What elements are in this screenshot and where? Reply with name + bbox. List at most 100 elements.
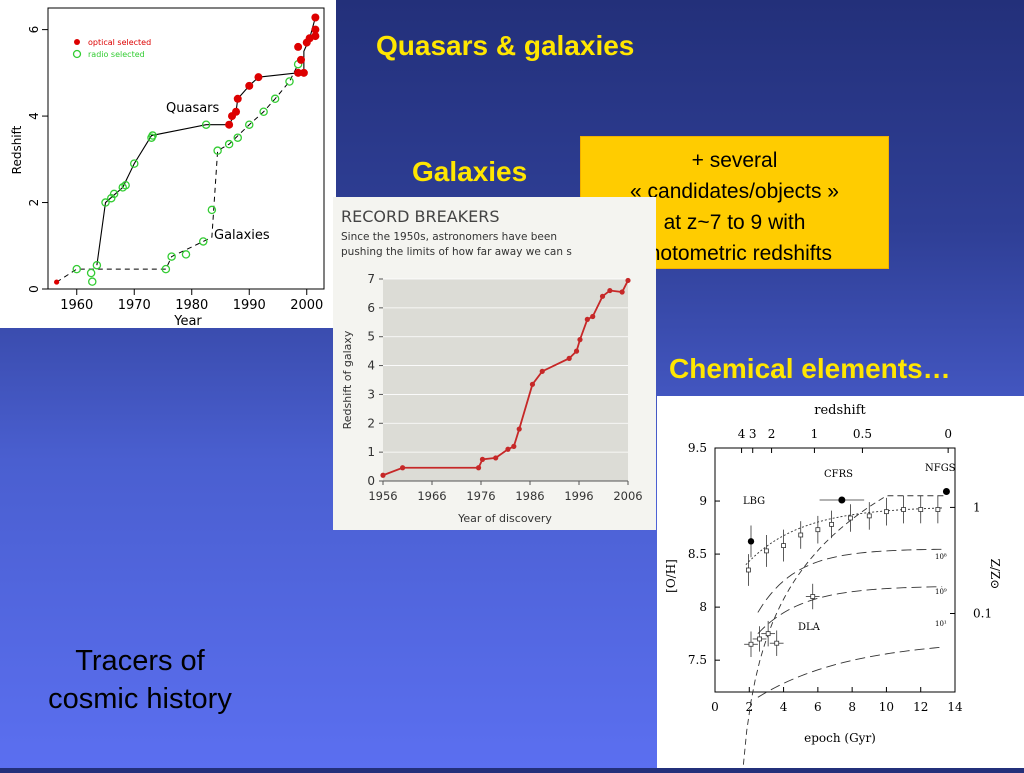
- optical-point: [294, 42, 303, 51]
- x-axis-label: Year: [173, 314, 202, 328]
- right-tick-label: 0.1: [973, 606, 992, 620]
- radio-point: [161, 264, 171, 274]
- lbg-point: [746, 567, 751, 573]
- lbg-point: [764, 548, 769, 554]
- model-curve-1e9: [757, 586, 943, 634]
- y-tick-label: 5: [367, 330, 375, 344]
- record-point: [380, 472, 386, 478]
- radio-point: [285, 77, 294, 86]
- survey-point: [848, 515, 853, 521]
- radio-point: [181, 250, 191, 259]
- record-point: [479, 456, 486, 462]
- metallicity-chart: 0 2 4 6 8 10 12 147.588.599.54 3 2 1 0.5 010.1 10⁸10…: [664, 403, 1002, 773]
- dla-point: [748, 641, 754, 647]
- plot-area: [383, 279, 628, 481]
- top-tick-label: 4: [738, 427, 746, 441]
- dla-annotation: DLA: [798, 622, 821, 633]
- radio-point: [121, 180, 130, 190]
- radio-point: [88, 277, 97, 286]
- note-line: at z~7 to 9 with: [663, 211, 806, 234]
- top-axis-label: redshift: [814, 403, 866, 418]
- galaxy-track-line: [56, 63, 299, 283]
- radio-point: [167, 252, 176, 261]
- optical-point: [311, 25, 320, 34]
- x-tick-label: 1966: [417, 489, 446, 503]
- survey-point: [815, 527, 821, 533]
- dla-point: [765, 631, 771, 637]
- record-point: [577, 337, 583, 343]
- x-tick-label: 1970: [118, 298, 151, 313]
- y-axis-label: Redshift: [10, 125, 24, 174]
- radio-point: [72, 264, 82, 274]
- radio-point: [198, 237, 208, 246]
- optical-point: [225, 120, 234, 129]
- x-tick-label: 1960: [60, 298, 93, 313]
- x-tick-label: 1956: [368, 489, 397, 503]
- record-point: [516, 426, 522, 432]
- x-tick-label: 12: [913, 700, 928, 714]
- y-tick-label: 9.5: [688, 441, 707, 455]
- record-point: [529, 381, 536, 387]
- chemical-elements-label: Chemical elements…: [669, 353, 951, 384]
- slide-title: Quasars & galaxies: [376, 30, 635, 61]
- dla-point: [774, 640, 780, 646]
- y-tick-label: 8.5: [688, 547, 707, 561]
- optical-point: [232, 107, 241, 116]
- radio-point: [224, 139, 234, 149]
- y-tick-label: 7: [367, 272, 375, 286]
- galaxies-label: Galaxies: [412, 156, 528, 187]
- lbg-point: [747, 538, 755, 545]
- y-tick-label: 3: [367, 387, 375, 401]
- radio-point: [213, 146, 222, 155]
- top-tick-label: 2: [768, 427, 776, 441]
- y-tick-label: 1: [367, 445, 375, 459]
- survey-point: [866, 513, 872, 519]
- x-axis-label: Year of discovery: [457, 512, 552, 525]
- lbg-point: [781, 543, 786, 549]
- survey-point: [829, 521, 834, 527]
- y-axis-label: Redshift of galaxy: [341, 330, 354, 429]
- redshift-history-panel: 1960 1970 1980 1990 2000 0 2 4 6 Redshift Year o…: [0, 0, 336, 329]
- radio-point: [259, 107, 268, 117]
- note-line: + several: [691, 149, 778, 172]
- y-tick-label: 9: [699, 494, 707, 508]
- optical-point: [245, 81, 254, 90]
- x-tick-label: 10: [879, 700, 894, 714]
- radio-point: [109, 189, 119, 199]
- top-tick-label: 1: [811, 427, 819, 441]
- dotted-model-curve: [745, 507, 944, 566]
- optical-point: [294, 68, 303, 77]
- record-breakers-panel: RECORD BREAKERS Since the 1950s, astrono…: [333, 197, 656, 530]
- optical-point: [311, 13, 320, 22]
- dla-point: [810, 594, 816, 599]
- x-tick-label: 2006: [613, 489, 642, 503]
- x-tick-label: 1986: [515, 489, 544, 503]
- model-curve-1e1: [757, 646, 943, 698]
- radio-point: [86, 268, 96, 278]
- legend-radio-label: radio selected: [88, 50, 145, 59]
- optical-point: [233, 94, 242, 103]
- record-point: [584, 316, 590, 322]
- y-tick-label: 2: [367, 416, 375, 430]
- y-tick-label: 4: [367, 359, 375, 373]
- galaxies-annotation: Galaxies: [214, 228, 270, 243]
- optical-point: [54, 279, 60, 285]
- legend-optical-marker: [74, 39, 80, 45]
- record-point: [475, 465, 482, 471]
- top-tick-label: 0: [944, 427, 952, 441]
- survey-point: [901, 507, 906, 512]
- record-point: [625, 277, 631, 284]
- radio-point: [244, 120, 254, 129]
- note-line: photometric redshifts: [637, 242, 832, 265]
- record-point: [619, 289, 625, 295]
- optical-point: [299, 68, 308, 77]
- subtitle-line: Since the 1950s, astronomers have been: [341, 231, 557, 243]
- survey-point: [884, 509, 889, 515]
- radio-point: [233, 133, 242, 142]
- legend-optical-label: optical selected: [88, 38, 151, 47]
- y-tick-label: 6: [27, 26, 41, 34]
- record-point: [599, 293, 606, 299]
- survey-point: [935, 507, 941, 512]
- dashed-model-curve: [742, 495, 944, 773]
- model-curve-1e8: [757, 548, 943, 613]
